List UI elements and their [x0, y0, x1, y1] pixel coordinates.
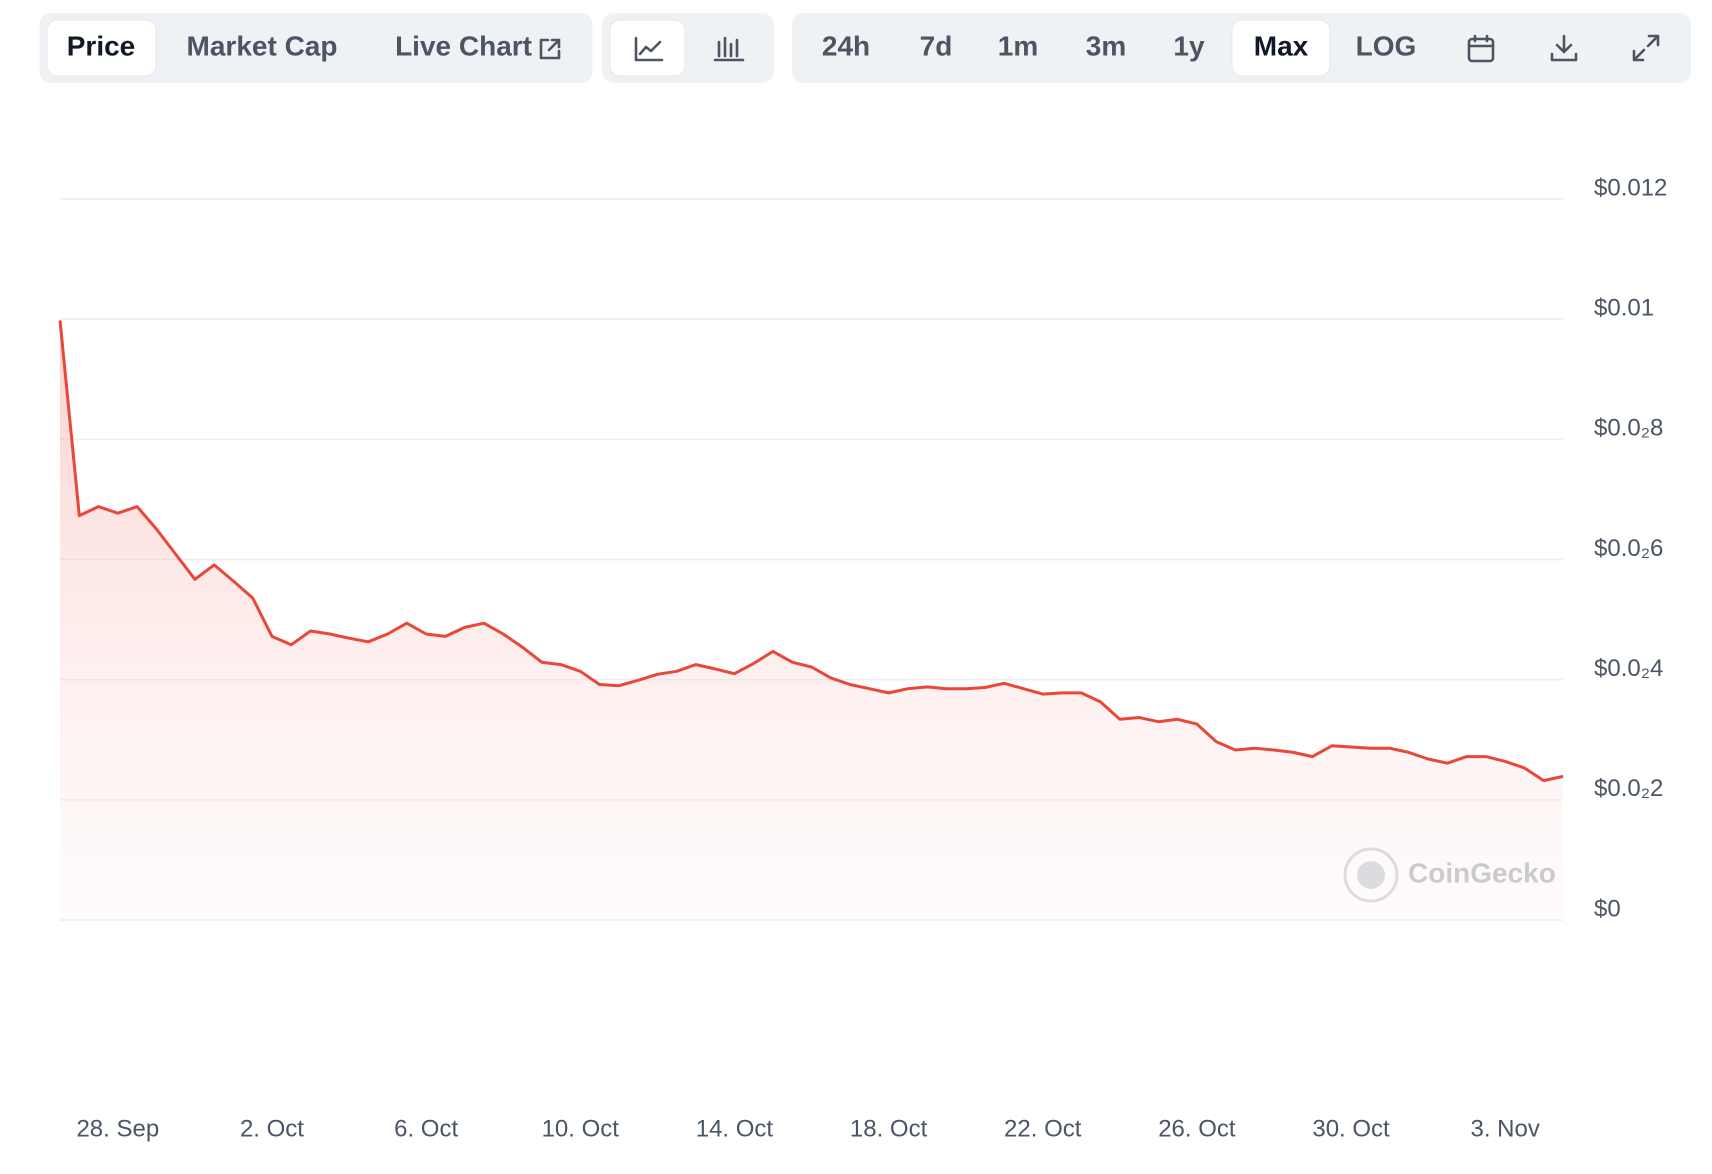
- x-tick-label: 6. Oct: [394, 1115, 458, 1142]
- range-button[interactable]: 1y: [1173, 30, 1205, 61]
- tab[interactable]: Price: [67, 30, 136, 61]
- x-tick-label: 22. Oct: [1004, 1115, 1082, 1142]
- active-tab-bg[interactable]: [46, 19, 157, 77]
- range-button[interactable]: Max: [1254, 30, 1309, 61]
- calendar-icon[interactable]: [1467, 34, 1495, 63]
- x-tick-label: 3. Nov: [1471, 1115, 1540, 1142]
- watermark-logo: [1357, 861, 1385, 889]
- watermark-text: CoinGecko: [1408, 857, 1556, 888]
- x-tick-label: 14. Oct: [696, 1115, 774, 1142]
- tab-group: [39, 13, 593, 83]
- line-chart-icon: [634, 36, 664, 62]
- plot: $0 $0.0₂2 $0.0₂4 $0.0₂6 $0.0₂8 $0.01 $0.012 28.…: [58, 174, 1667, 1142]
- watermark-logo: [1343, 847, 1399, 903]
- y-tick-label: $0.0₂8: [1594, 415, 1663, 442]
- y-tick-label: $0.0₂6: [1594, 535, 1663, 562]
- active-range-bg[interactable]: [1231, 19, 1331, 77]
- x-tick-label: 2. Oct: [240, 1115, 304, 1142]
- range-button[interactable]: 3m: [1086, 30, 1126, 61]
- y-tick-label: $0.0₂4: [1594, 655, 1663, 682]
- x-tick-label: 10. Oct: [542, 1115, 620, 1142]
- range-button[interactable]: 7d: [920, 30, 953, 61]
- price-area: [60, 320, 1563, 920]
- toolbar: Price Market Cap Live Chart 24h 7d 1m 3m…: [39, 13, 1691, 83]
- x-tick-label: 18. Oct: [850, 1115, 928, 1142]
- candlestick-icon[interactable]: [713, 36, 745, 62]
- external-link-icon: [539, 38, 561, 60]
- range-button[interactable]: 1m: [998, 30, 1038, 61]
- y-tick-label: $0.012: [1594, 174, 1667, 201]
- tab[interactable]: Market Cap: [187, 30, 338, 61]
- x-tick-label: 30. Oct: [1312, 1115, 1390, 1142]
- x-tick-label: 28. Sep: [76, 1115, 159, 1142]
- download-icon[interactable]: [1550, 34, 1578, 62]
- tab[interactable]: Live Chart: [395, 30, 532, 61]
- price-line: [58, 320, 1564, 783]
- y-tick-label: $0: [1594, 895, 1621, 922]
- log-button[interactable]: LOG: [1356, 30, 1417, 61]
- y-tick-label: $0.0₂2: [1594, 775, 1663, 802]
- x-tick-label: 26. Oct: [1158, 1115, 1236, 1142]
- fullscreen-icon[interactable]: [1632, 34, 1660, 62]
- y-tick-label: $0.01: [1594, 295, 1654, 322]
- range-button[interactable]: 24h: [822, 30, 870, 61]
- watermark: CoinGecko: [1343, 847, 1556, 903]
